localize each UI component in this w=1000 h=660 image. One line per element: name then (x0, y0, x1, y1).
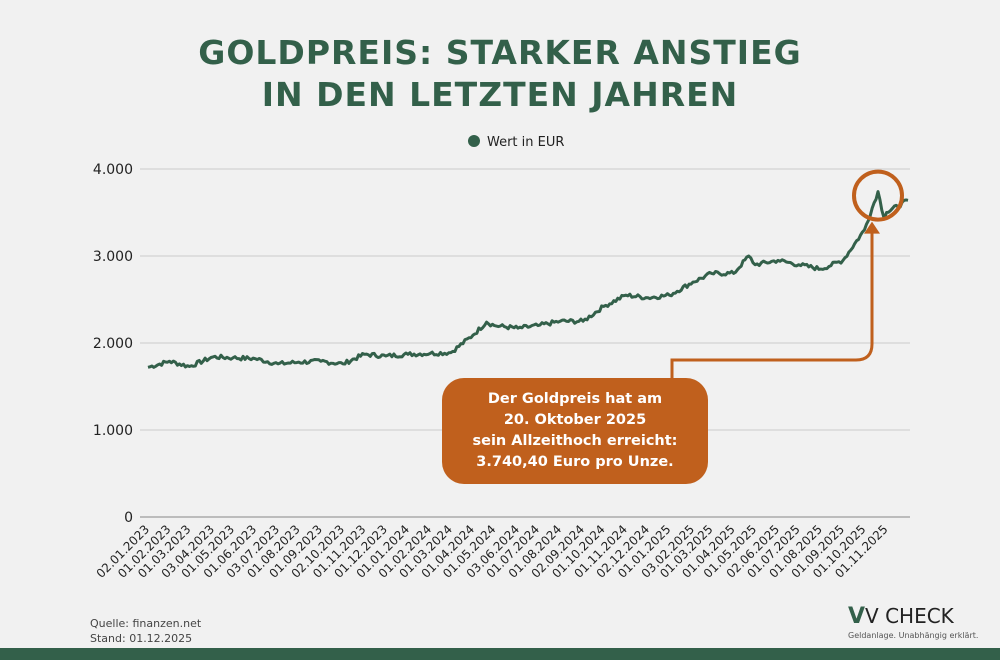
legend-marker (468, 135, 480, 147)
y-tick-label: 2.000 (93, 336, 133, 352)
logo-name: V CHECK (865, 604, 954, 628)
annotation-line: Der Goldpreis hat am (487, 391, 663, 407)
vcheck-logo: VV CHECK Geldanlage. Unabhängig erklärt. (848, 604, 978, 640)
chart-title: GOLDPREIS: STARKER ANSTIEG IN DEN LETZTE… (0, 32, 1000, 116)
annotation-line: 20. Oktober 2025 (503, 412, 647, 428)
logo-tagline: Geldanlage. Unabhängig erklärt. (848, 631, 979, 640)
peak-highlight-circle (852, 169, 904, 222)
source-text: Quelle: finanzen.net (90, 617, 202, 630)
y-tick-label: 0 (124, 510, 133, 526)
annotation-line: 3.740,40 Euro pro Unze. (476, 454, 674, 470)
y-tick-label: 4.000 (93, 162, 133, 178)
y-tick-label: 3.000 (93, 249, 133, 265)
annotation-connector (670, 231, 874, 378)
price-line (147, 190, 909, 369)
title-line-1: GOLDPREIS: STARKER ANSTIEG (198, 33, 802, 72)
legend-label: Wert in EUR (487, 135, 564, 150)
arrow-head-icon (864, 221, 880, 234)
footer-bar (0, 648, 1000, 660)
title-line-2: IN DEN LETZTEN JAHREN (261, 75, 739, 114)
annotation-line: sein Allzeithoch erreicht: (472, 433, 678, 449)
annotation-box: Der Goldpreis hat am 20. Oktober 2025 se… (442, 378, 708, 484)
y-tick-label: 1.000 (93, 423, 133, 439)
logo-mark-icon: V (848, 604, 866, 629)
stand-text: Stand: 01.12.2025 (90, 632, 193, 645)
